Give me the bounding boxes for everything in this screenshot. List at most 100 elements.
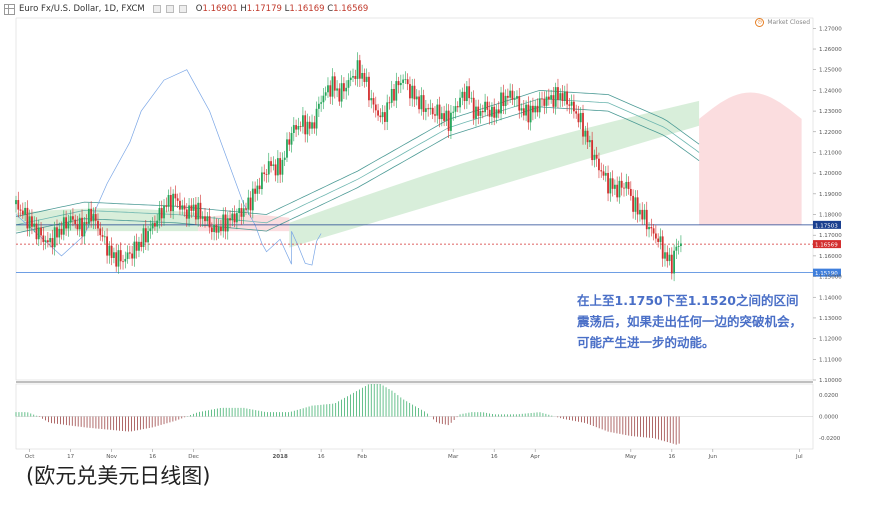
candle-body (53, 227, 56, 248)
square-icon[interactable] (165, 5, 174, 13)
candle-body (468, 86, 471, 99)
candle-body (440, 113, 443, 120)
candle-body (381, 112, 384, 118)
candle-body (361, 72, 364, 79)
candle-body (288, 139, 291, 145)
candle-body (598, 158, 600, 171)
crosshair-icon[interactable] (4, 3, 15, 15)
candle-body (409, 84, 411, 99)
candle-body (208, 216, 211, 228)
candle-body (354, 76, 357, 79)
price-tick-label: 1.19000 (819, 192, 842, 198)
candle-body (176, 198, 179, 201)
candle-body (21, 210, 24, 215)
candle-body (245, 208, 247, 210)
candle-body (358, 60, 361, 79)
candle-body (620, 180, 623, 188)
candle-body (643, 209, 646, 220)
candle-body (108, 245, 111, 256)
chart-canvas: 1.17503 1.16569 1.15190 1.27000 1.26000 1.25… (15, 17, 842, 460)
square-icon[interactable] (178, 5, 187, 13)
time-tick-label: Feb (357, 454, 367, 460)
candle-body (103, 236, 106, 238)
candle-body (395, 81, 398, 101)
candle-body (670, 254, 673, 274)
price-tick-label: 1.13000 (819, 316, 842, 322)
candle-body (336, 88, 338, 91)
candle-body (495, 109, 498, 118)
low-value: 1.16169 (289, 4, 325, 14)
candle-body (327, 85, 329, 93)
candle-body (402, 79, 405, 83)
candle-body (575, 111, 578, 114)
candle-body (113, 252, 115, 258)
candle-body (657, 238, 660, 242)
candle-body (272, 164, 275, 166)
ohlc-values: O1.16901 H1.17179 L1.16169 C1.16569 (195, 4, 369, 14)
candle-body (386, 102, 389, 122)
candle-body (352, 76, 354, 78)
candle-body (479, 110, 482, 116)
candle-body (340, 83, 343, 102)
candle-body (97, 220, 99, 229)
candle-body (299, 126, 302, 127)
cloud-green (289, 100, 700, 248)
price-tick-label: 1.12000 (819, 337, 842, 343)
price-tick-label: 1.16000 (819, 254, 842, 260)
support-tag-label: 1.15190 (815, 271, 838, 277)
candle-body (140, 241, 143, 248)
price-tick-label: 1.17000 (819, 233, 842, 239)
candle-body (552, 95, 555, 107)
candle-body (488, 109, 491, 117)
candle-body (370, 98, 373, 101)
candle-body (532, 105, 534, 113)
candle-body (122, 261, 124, 263)
candle-body (286, 139, 288, 158)
candle-body (217, 226, 220, 233)
candle-body (31, 216, 33, 227)
candle-body (92, 214, 95, 222)
close-value: 1.16569 (333, 4, 369, 14)
open-value: 1.16901 (202, 4, 238, 14)
candle-body (329, 85, 332, 97)
candle-body (338, 88, 341, 102)
axes: 1.27000 1.26000 1.25000 1.24000 1.23000 1.220… (25, 26, 842, 460)
candle-body (454, 106, 457, 112)
candle-body (33, 223, 36, 227)
candle-body (491, 106, 493, 117)
candle-body (379, 115, 382, 118)
candle-body (60, 228, 63, 235)
candle-body (680, 243, 682, 247)
candle-body (154, 223, 156, 227)
candle-body (563, 91, 566, 101)
candle-body (235, 213, 238, 223)
square-icon[interactable] (152, 5, 161, 13)
candle-body (117, 250, 120, 267)
time-tick-label: 16 (668, 454, 675, 460)
candle-body (85, 222, 88, 224)
time-tick-label: 2018 (272, 454, 287, 460)
candle-body (415, 96, 418, 100)
candle-body (547, 96, 550, 100)
candle-body (516, 96, 518, 99)
candle-body (183, 205, 186, 210)
time-tick-label: Mar (448, 454, 459, 460)
candle-body (559, 93, 562, 100)
candle-body (65, 217, 67, 229)
candle-body (297, 126, 300, 130)
candle-body (577, 113, 580, 123)
market-status-text: Market Closed (767, 19, 810, 26)
candle-body (311, 122, 313, 129)
price-tick-label: 1.21000 (819, 150, 842, 156)
candle-body (465, 86, 468, 102)
candle-body (267, 161, 270, 175)
candle-body (35, 223, 38, 240)
candle-body (204, 216, 206, 222)
candle-body (579, 112, 582, 123)
candle-body (324, 92, 327, 96)
candle-body (190, 205, 193, 211)
candle-body (99, 228, 102, 236)
candle-body (281, 159, 284, 175)
candle-body (616, 184, 619, 198)
candle-body (76, 224, 79, 230)
